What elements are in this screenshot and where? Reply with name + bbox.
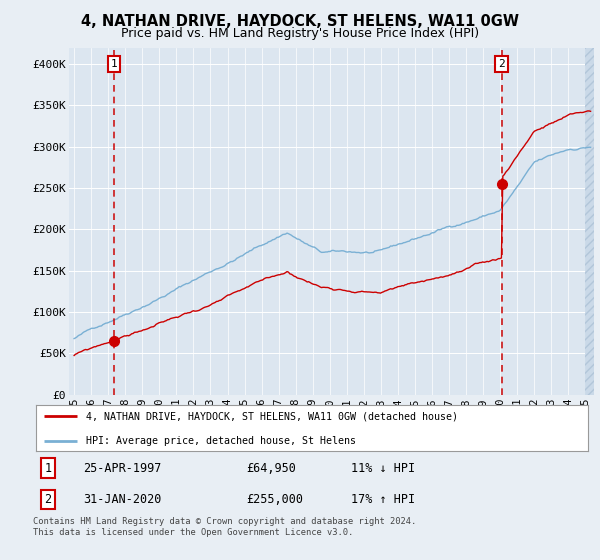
Text: 1: 1 <box>44 462 52 475</box>
Bar <box>586 48 594 395</box>
Text: Contains HM Land Registry data © Crown copyright and database right 2024.
This d: Contains HM Land Registry data © Crown c… <box>33 517 416 537</box>
Text: £64,950: £64,950 <box>246 462 296 475</box>
Text: 4, NATHAN DRIVE, HAYDOCK, ST HELENS, WA11 0GW (detached house): 4, NATHAN DRIVE, HAYDOCK, ST HELENS, WA1… <box>86 412 458 421</box>
Text: 17% ↑ HPI: 17% ↑ HPI <box>350 493 415 506</box>
Text: 11% ↓ HPI: 11% ↓ HPI <box>350 462 415 475</box>
Text: £255,000: £255,000 <box>246 493 303 506</box>
Text: 1: 1 <box>110 59 117 69</box>
Text: 2: 2 <box>44 493 52 506</box>
Text: 25-APR-1997: 25-APR-1997 <box>83 462 161 475</box>
Text: Price paid vs. HM Land Registry's House Price Index (HPI): Price paid vs. HM Land Registry's House … <box>121 27 479 40</box>
Text: 2: 2 <box>498 59 505 69</box>
Text: 31-JAN-2020: 31-JAN-2020 <box>83 493 161 506</box>
Text: HPI: Average price, detached house, St Helens: HPI: Average price, detached house, St H… <box>86 436 356 446</box>
Text: 4, NATHAN DRIVE, HAYDOCK, ST HELENS, WA11 0GW: 4, NATHAN DRIVE, HAYDOCK, ST HELENS, WA1… <box>81 14 519 29</box>
